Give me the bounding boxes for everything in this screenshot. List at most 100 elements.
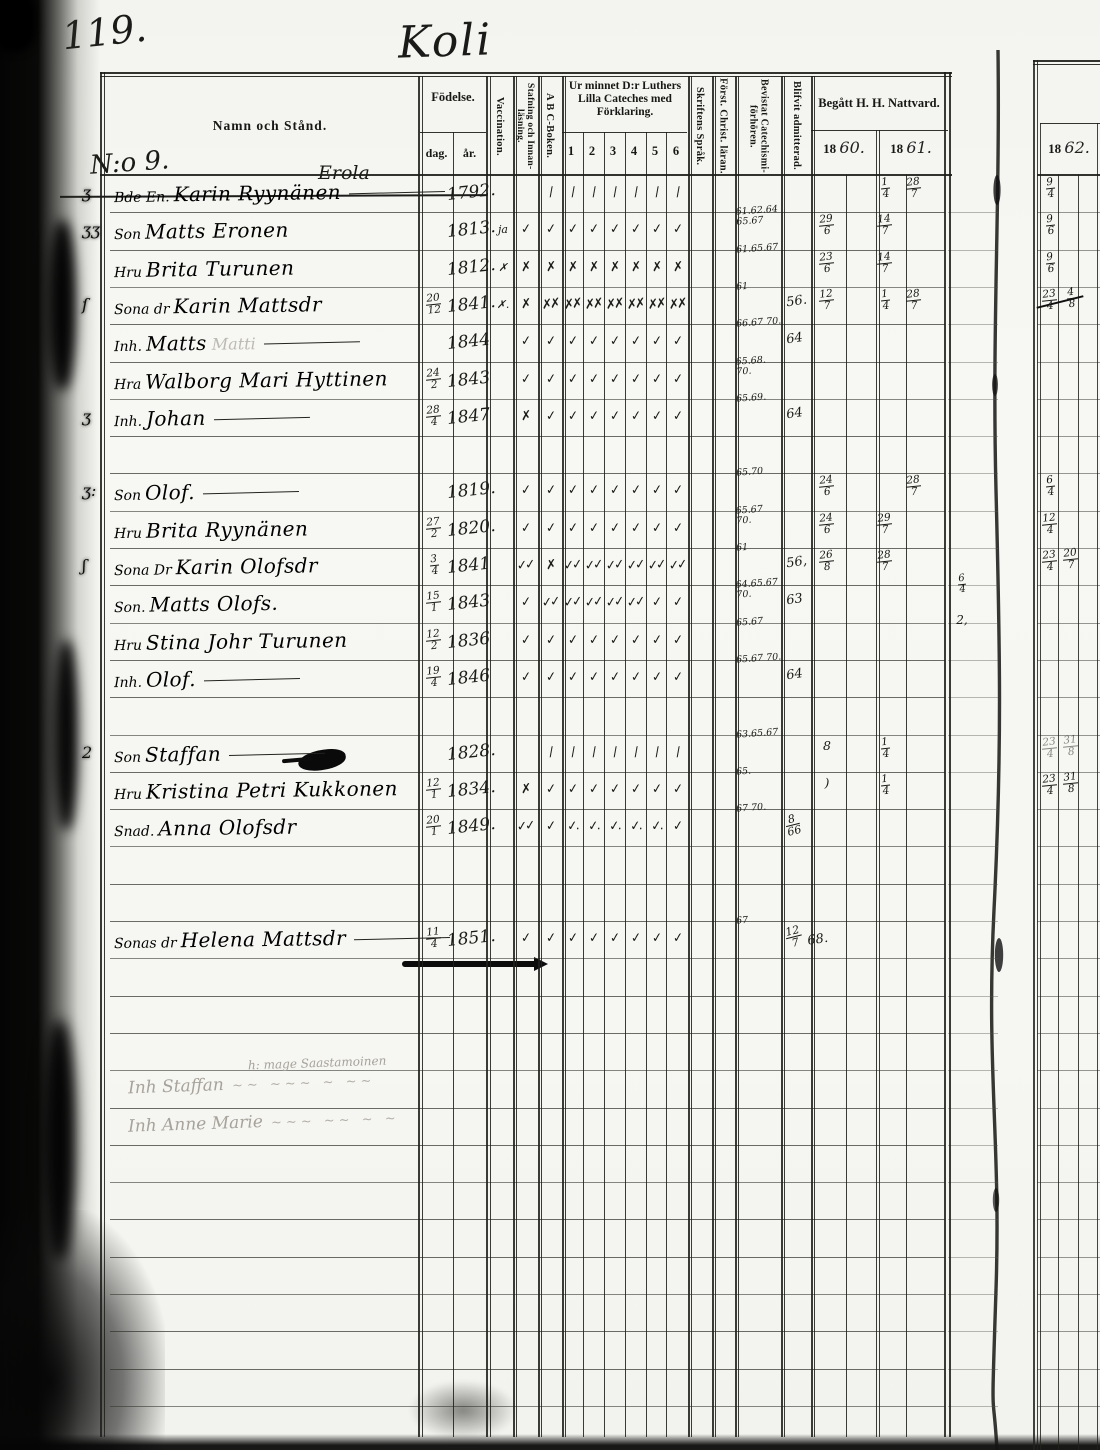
col-line [688, 76, 690, 1437]
row-name: Sona dr Karin Mattsdr [113, 292, 322, 319]
row-line-page2 [1037, 995, 1100, 997]
margin-mark: ʒ: [82, 481, 97, 501]
nattvard-1862b: 31 8 [1062, 770, 1079, 795]
row-line [110, 1331, 945, 1333]
row-name: Inh. Olof. [114, 664, 420, 699]
reading-mark: ✓ [544, 482, 556, 499]
row-line-page2 [1037, 958, 1100, 960]
birth-year: 1841 [446, 553, 492, 578]
col-line [538, 76, 540, 1437]
reading-mark: ✓ [544, 818, 556, 835]
admitterad-year: 64 [785, 330, 804, 348]
birth-day: 20 12 [425, 291, 442, 317]
margin-mark: 2 [82, 742, 93, 762]
row-line-page2 [1037, 473, 1100, 475]
reading-mark: ✓ [544, 669, 556, 686]
binding-blob [48, 220, 76, 390]
col-line [906, 175, 907, 1437]
col-header-fodelse: Födelse. [431, 90, 475, 104]
row-line [110, 1182, 945, 1184]
row-line [110, 1144, 945, 1146]
reading-mark: ✓ [519, 632, 531, 649]
nattvard-1861b: 28 7 [905, 473, 922, 499]
reading-mark: ✓✓ [515, 818, 535, 836]
header-line [811, 130, 948, 132]
row-line-margin [948, 510, 998, 512]
year-printed-18: 18 [890, 141, 904, 156]
pencil-note: Inh Staffan ~~ ~~~ ~ ~~ [127, 1073, 376, 1099]
cateches-col-number: 1 [567, 144, 575, 158]
col-line [453, 132, 454, 1437]
row-line [110, 510, 945, 512]
birth-year: 1841. [446, 291, 497, 317]
row-line [110, 883, 945, 885]
bevistat-years: 65.67 [735, 615, 764, 629]
bevistat-years: 65.68. 70. [735, 354, 767, 378]
row-line-margin [948, 734, 998, 736]
year-printed-18: 18 [1048, 141, 1062, 156]
birth-day: 12 1 [425, 776, 442, 801]
row-line [110, 249, 945, 251]
row-line [110, 1107, 945, 1109]
reading-mark: ✓ [544, 408, 556, 425]
bevistat-years: 66.67 70. [735, 315, 782, 330]
col-line-page2 [1058, 175, 1059, 1450]
nattvard-1860: 12 7 [818, 287, 835, 312]
col-header-nattvard: Begått H. H. Nattvard. [818, 96, 940, 110]
bevistat-years: 64.65.67 70. [735, 577, 779, 601]
col-line [418, 76, 420, 1437]
reading-mark: ✓ [544, 333, 556, 350]
birth-day: 15 1 [425, 589, 442, 615]
nattvard-1862a: 12 4 [1041, 511, 1058, 536]
col-header-forst-christ-laran: Först. Christ. läran. [717, 78, 729, 174]
admitterad-year: 8 66 [783, 810, 821, 840]
row-line-page2 [1037, 548, 1100, 549]
row-line-page2 [1037, 1144, 1100, 1146]
row-line-page2 [1037, 361, 1100, 363]
row-line-page2 [1037, 1331, 1100, 1333]
right-margin-note: 2, [956, 613, 968, 628]
birth-year: 1813. [446, 217, 497, 243]
row-line [110, 1070, 945, 1072]
row-name: Hru Brita Turunen [113, 255, 295, 282]
row-line-page2 [1037, 809, 1100, 811]
row-line-margin [948, 659, 998, 661]
vaccination-mark: ja [498, 223, 508, 237]
reading-mark: ✗ [519, 781, 531, 798]
ink-strike [402, 961, 540, 967]
header-line [1040, 123, 1100, 125]
row-line [110, 212, 945, 214]
row-name: Son Staffan [114, 738, 420, 773]
margin-mark: ʒ [82, 183, 92, 202]
col-line-page2 [1037, 60, 1039, 1450]
page-gutter-edge [989, 50, 1004, 1450]
row-line-margin [948, 622, 998, 624]
col-line [516, 76, 517, 1437]
nattvard-1861a: 14 7 [876, 249, 893, 275]
col-line-page2 [1097, 123, 1098, 1450]
col-line [104, 72, 106, 1437]
col-header-abc-boken: A B C-Boken. [544, 93, 555, 159]
row-line-margin [948, 1331, 998, 1333]
reading-mark: ✓ [519, 930, 531, 947]
reading-mark: ✓ [519, 594, 531, 611]
row-name: Son Matts Eronen [113, 217, 289, 244]
col-line [811, 76, 813, 1437]
section-place: Erola [318, 162, 370, 184]
year-hand-62: 62. [1064, 138, 1090, 157]
col-line [949, 72, 951, 1437]
col-line [490, 76, 491, 1437]
row-line-margin [948, 1256, 998, 1258]
reading-mark: ✓ [671, 818, 683, 835]
col-line-page2 [1033, 60, 1035, 1450]
row-name: Hra Walborg Mari Hyttinen [113, 365, 388, 394]
birth-year: 1834. [446, 776, 497, 802]
reading-mark: ✓ [544, 221, 556, 238]
row-line-page2 [1037, 697, 1100, 699]
row-line [110, 809, 945, 811]
bottom-edge-shadow [0, 1434, 1100, 1450]
